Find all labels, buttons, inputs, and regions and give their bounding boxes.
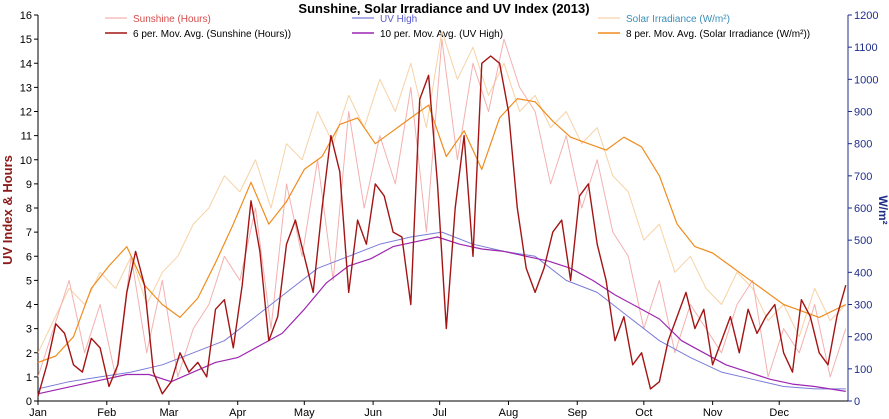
y-tick-left-label: 6 (26, 251, 32, 263)
x-tick-label: Mar (159, 407, 178, 419)
legend-label: 8 per. Mov. Avg. (Solar Irradiance (W/m²… (626, 29, 810, 40)
y-tick-left-label: 11 (21, 131, 32, 143)
y-tick-left-label: 2 (26, 348, 32, 360)
y-tick-right-label: 100 (854, 364, 872, 376)
y-tick-left-label: 14 (20, 58, 32, 70)
y-axis-right-label: W/m² (876, 195, 889, 224)
legend-label: Sunshine (Hours) (133, 14, 211, 25)
x-tick-label: Dec (769, 407, 789, 419)
y-tick-left-label: 7 (26, 227, 32, 239)
legend-label: 6 per. Mov. Avg. (Sunshine (Hours)) (133, 29, 291, 40)
y-tick-left-label: 9 (26, 179, 32, 191)
x-tick-label: Apr (229, 407, 246, 419)
y-tick-left-label: 10 (20, 155, 32, 167)
y-tick-right-label: 700 (854, 171, 872, 183)
y-tick-right-label: 1100 (854, 42, 878, 54)
x-tick-label: Oct (635, 407, 652, 419)
series-line (37, 38, 847, 378)
y-tick-left-label: 5 (26, 275, 32, 287)
y-tick-right-label: 1200 (854, 10, 878, 22)
legend-label: Solar Irradiance (W/m²) (626, 14, 730, 25)
chart-title: Sunshine, Solar Irradiance and UV Index … (298, 1, 589, 16)
axes: 0123456789101112131415160100200300400500… (20, 10, 879, 419)
y-tick-right-label: 800 (854, 139, 872, 151)
y-tick-right-label: 400 (854, 267, 872, 279)
x-tick-label: Jun (364, 407, 382, 419)
x-tick-label: Aug (499, 407, 519, 419)
y-tick-right-label: 600 (854, 203, 872, 215)
y-tick-right-label: 0 (854, 396, 860, 408)
x-tick-label: May (294, 407, 315, 419)
y-tick-left-label: 8 (26, 203, 32, 215)
y-tick-left-label: 3 (26, 324, 32, 336)
y-axis-left-label: UV Index & Hours (0, 155, 15, 265)
y-tick-left-label: 1 (26, 372, 32, 384)
series-group (37, 30, 847, 397)
x-tick-label: Jan (29, 407, 47, 419)
y-tick-right-label: 300 (854, 300, 872, 312)
x-tick-label: Sep (567, 407, 587, 419)
y-tick-right-label: 900 (854, 107, 872, 119)
series-line (37, 97, 847, 363)
y-tick-left-label: 16 (20, 10, 32, 22)
x-tick-label: Jul (433, 407, 447, 419)
y-tick-right-label: 500 (854, 235, 872, 247)
y-tick-right-label: 200 (854, 332, 872, 344)
y-tick-left-label: 12 (20, 107, 32, 119)
x-tick-label: Nov (703, 407, 723, 419)
y-tick-left-label: 4 (26, 300, 32, 312)
legend-label: UV High (380, 14, 417, 25)
x-tick-label: Feb (97, 407, 116, 419)
y-tick-left-label: 15 (20, 34, 32, 46)
series-line (37, 231, 846, 390)
y-tick-left-label: 13 (20, 82, 32, 94)
y-tick-left-label: 0 (26, 396, 32, 408)
series-line (37, 55, 847, 397)
y-tick-right-label: 1000 (854, 74, 878, 86)
series-line (37, 30, 847, 354)
